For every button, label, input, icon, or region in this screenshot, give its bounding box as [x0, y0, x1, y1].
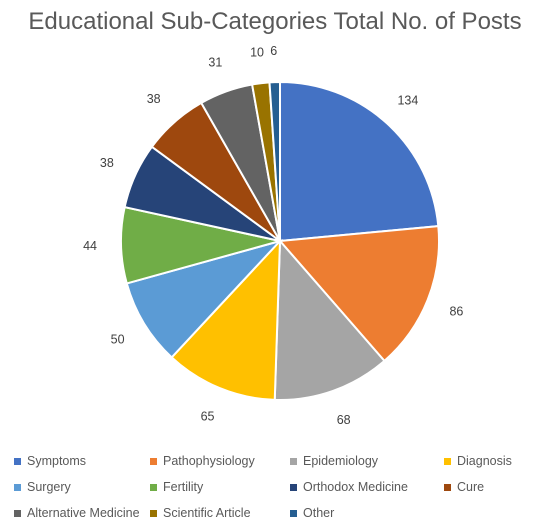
pie-slice-diagnosis [170, 238, 282, 401]
data-label-scientific-article: 10 [250, 45, 264, 59]
legend-label: Epidemiology [303, 454, 379, 468]
legend-item-alternative-medicine: Alternative Medicine [14, 506, 150, 520]
data-label-diagnosis: 65 [201, 410, 215, 424]
data-label-other: 6 [270, 44, 277, 58]
legend-label: Pathophysiology [163, 454, 255, 468]
legend-swatch [14, 483, 21, 491]
legend-swatch [444, 483, 451, 491]
legend-item-orthodox-medicine: Orthodox Medicine [290, 480, 444, 494]
legend-label: Cure [457, 480, 485, 494]
data-label-orthodox-medicine: 38 [100, 156, 114, 170]
legend-item-cure: Cure [444, 480, 544, 494]
data-label-symptoms: 134 [397, 94, 418, 108]
data-label-surgery: 50 [111, 333, 125, 347]
legend-label: Scientific Article [163, 506, 251, 520]
legend-item-diagnosis: Diagnosis [444, 454, 544, 468]
legend-swatch [444, 457, 451, 465]
legend-item-surgery: Surgery [14, 480, 150, 494]
legend-swatch [290, 509, 297, 517]
legend-label: Alternative Medicine [27, 506, 140, 520]
legend-item-fertility: Fertility [150, 480, 290, 494]
chart-title: Educational Sub-Categories Total No. of … [28, 8, 522, 35]
pie-slice-other [268, 80, 281, 242]
legend-label: Orthodox Medicine [303, 480, 408, 494]
legend-swatch [290, 457, 297, 465]
chart-legend: Symptoms Pathophysiology Epidemiology Diagn… [14, 448, 544, 526]
legend-item-symptoms: Symptoms [14, 454, 150, 468]
legend-label: Other [303, 506, 335, 520]
legend-item-scientific-article: Scientific Article [150, 506, 290, 520]
legend-item-other: Other [290, 506, 444, 520]
legend-swatch [150, 509, 157, 517]
pie-slice-symptoms [279, 80, 440, 243]
legend-swatch [14, 457, 21, 465]
legend-swatch [150, 483, 157, 491]
legend-swatch [290, 483, 297, 491]
data-label-pathophysiology: 86 [449, 305, 463, 319]
legend-label: Fertility [163, 480, 204, 494]
pie-slice-epidemiology [273, 238, 386, 401]
legend-item-pathophysiology: Pathophysiology [150, 454, 290, 468]
legend-row: Surgery Fertility Orthodox Medicine Cure [14, 474, 544, 500]
data-label-cure: 38 [147, 92, 161, 106]
legend-item-epidemiology: Epidemiology [290, 454, 444, 468]
legend-row: Symptoms Pathophysiology Epidemiology Diagn… [14, 448, 544, 474]
pie-chart: 134 86 68 65 50 44 38 38 31 10 6 [83, 44, 463, 427]
pie-slice-pathophysiology [277, 225, 440, 363]
legend-label: Surgery [27, 480, 71, 494]
pie-slice-surgery [125, 239, 284, 359]
legend-swatch [14, 509, 21, 517]
legend-row: Alternative Medicine Scientific Article Ot… [14, 500, 544, 526]
data-label-alternative-medicine: 31 [208, 55, 222, 69]
legend-label: Symptoms [27, 454, 87, 468]
legend-swatch [150, 457, 157, 465]
data-label-fertility: 44 [83, 239, 97, 253]
data-label-epidemiology: 68 [337, 413, 351, 427]
legend-label: Diagnosis [457, 454, 512, 468]
